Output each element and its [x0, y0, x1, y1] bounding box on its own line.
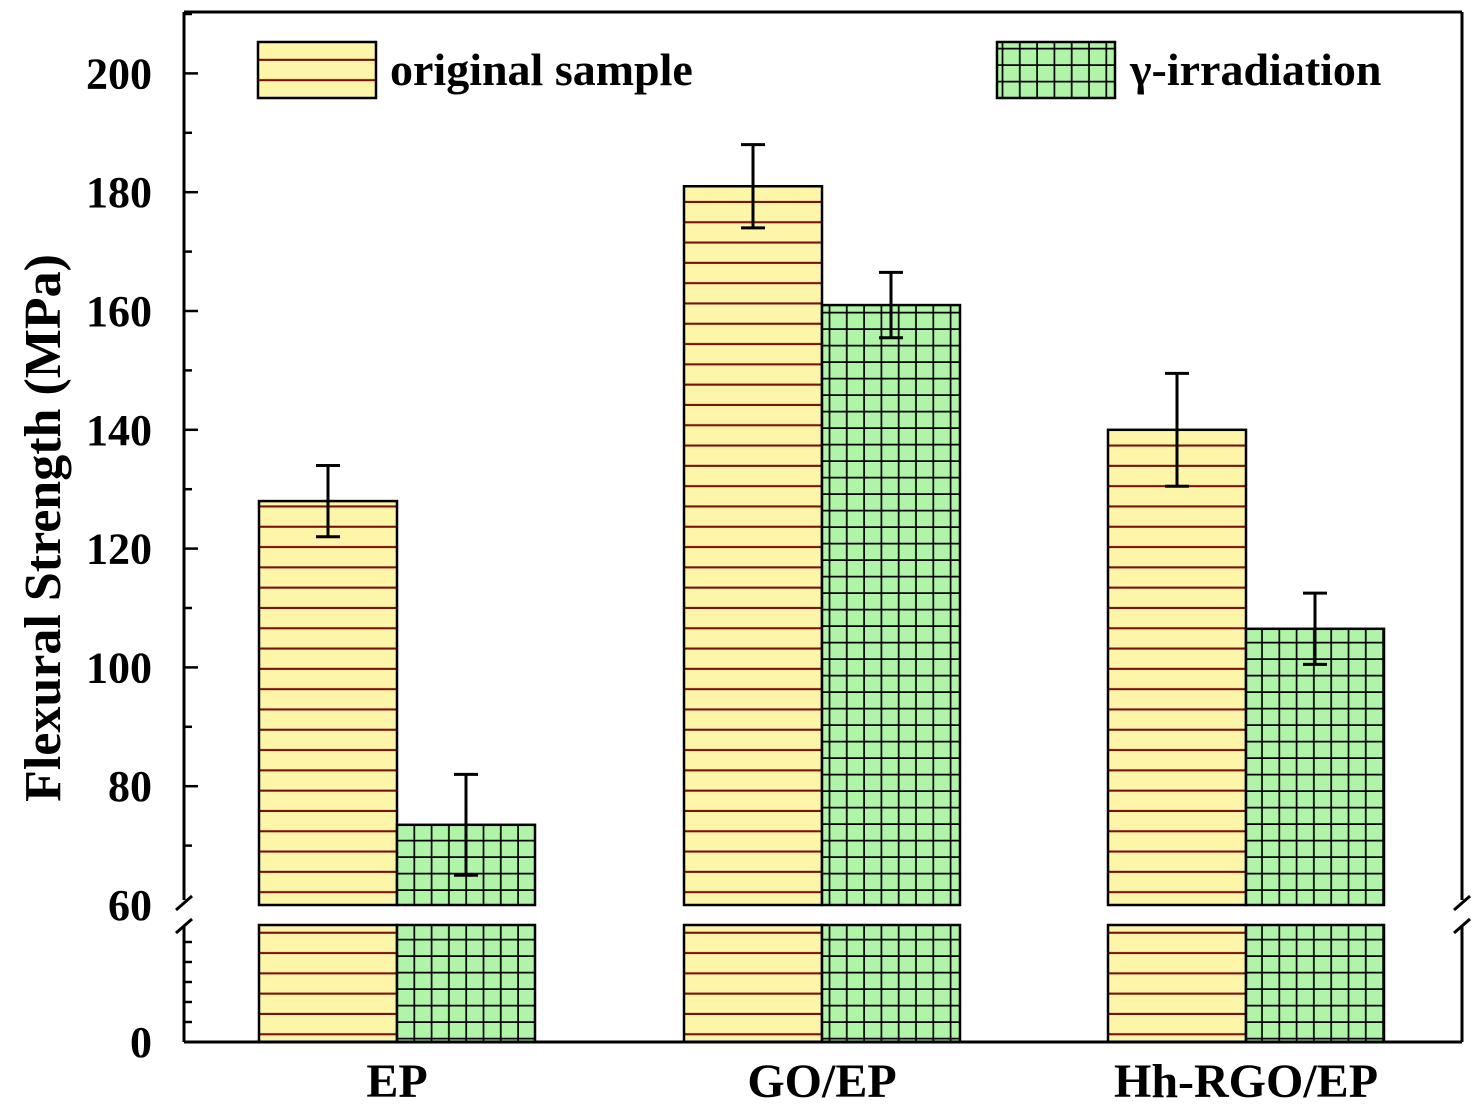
bar-ep-original-sample-upper [257, 499, 399, 907]
y-tick-label-0: 0 [130, 1018, 152, 1067]
axis-break-left-upper [175, 894, 193, 912]
axis-break-left-lower [175, 917, 193, 935]
y-axis-label: Flexural Strength (MPa) [15, 254, 72, 802]
y-tick-label-100: 100 [86, 643, 152, 692]
y-ticks: 0 60 80 100 120 140 160 180 200 [86, 12, 198, 1067]
legend-swatch-original-sample [256, 40, 378, 100]
y-tick-label-180: 180 [86, 168, 152, 217]
legend-label-original-sample: original sample [390, 44, 693, 95]
bar-hh-rgo-ep-original-sample-upper [1106, 428, 1248, 907]
bar-ep-original-sample-lower [257, 923, 399, 1044]
error-bars [316, 143, 1327, 877]
y-tick-label-200: 200 [86, 49, 152, 98]
bar-hh-rgo-ep-irradiation-upper [1244, 627, 1386, 907]
bar-ep-irradiation-lower [395, 923, 537, 1044]
bar-go-ep-irradiation-lower [820, 923, 962, 1044]
legend-swatch-gamma-irradiation [995, 40, 1117, 100]
x-tick-label-go-ep: GO/EP [747, 1055, 896, 1108]
bar-go-ep-irradiation-upper [820, 303, 962, 907]
bar-hh-rgo-ep-original-sample-lower [1106, 923, 1248, 1044]
y-tick-label-120: 120 [86, 525, 152, 574]
x-tick-label-hh-rgo-ep: Hh-RGO/EP [1114, 1055, 1378, 1108]
bar-go-ep-original-sample-upper [682, 185, 824, 907]
bar-hh-rgo-ep-irradiation-lower [1244, 923, 1386, 1044]
y-tick-label-160: 160 [86, 287, 152, 336]
x-tick-labels: EP GO/EP Hh-RGO/EP [366, 1055, 1378, 1108]
axis-break-right-upper [1453, 894, 1471, 912]
x-tick-label-ep: EP [366, 1055, 427, 1108]
bar-go-ep-original-sample-lower [682, 923, 824, 1044]
y-tick-label-140: 140 [86, 406, 152, 455]
axes-frame [175, 10, 1471, 1044]
legend: original sample γ-irradiation [256, 40, 1382, 100]
y-tick-label-60: 60 [108, 881, 152, 930]
bars [257, 185, 1386, 1044]
legend-label-gamma-irradiation: γ-irradiation [1129, 44, 1382, 95]
axis-break-right-lower [1453, 917, 1471, 935]
y-tick-label-80: 80 [108, 762, 152, 811]
